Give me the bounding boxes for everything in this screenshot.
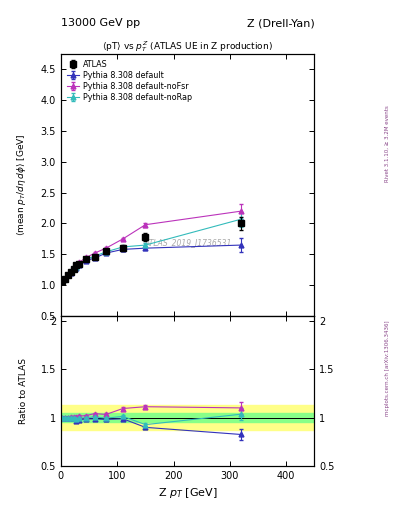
Y-axis label: $\langle$mean $p_T/d\eta\,d\phi\rangle$ [GeV]: $\langle$mean $p_T/d\eta\,d\phi\rangle$ … [15,134,28,236]
Bar [61,413,314,422]
Title: $\langle$pT$\rangle$ vs $p_T^Z$ (ATLAS UE in Z production): $\langle$pT$\rangle$ vs $p_T^Z$ (ATLAS U… [102,39,273,54]
Text: 13000 GeV pp: 13000 GeV pp [61,18,140,28]
Text: ATLAS_2019_I1736531: ATLAS_2019_I1736531 [144,238,231,247]
Text: mcplots.cern.ch [arXiv:1306.3436]: mcplots.cern.ch [arXiv:1306.3436] [385,321,389,416]
Text: Rivet 3.1.10, ≥ 3.2M events: Rivet 3.1.10, ≥ 3.2M events [385,105,389,182]
Bar [61,405,314,430]
Text: Z (Drell-Yan): Z (Drell-Yan) [247,18,314,28]
X-axis label: Z $p_T$ [GeV]: Z $p_T$ [GeV] [158,486,217,500]
Legend: ATLAS, Pythia 8.308 default, Pythia 8.308 default-noFsr, Pythia 8.308 default-no: ATLAS, Pythia 8.308 default, Pythia 8.30… [65,58,194,104]
Y-axis label: Ratio to ATLAS: Ratio to ATLAS [19,358,28,424]
